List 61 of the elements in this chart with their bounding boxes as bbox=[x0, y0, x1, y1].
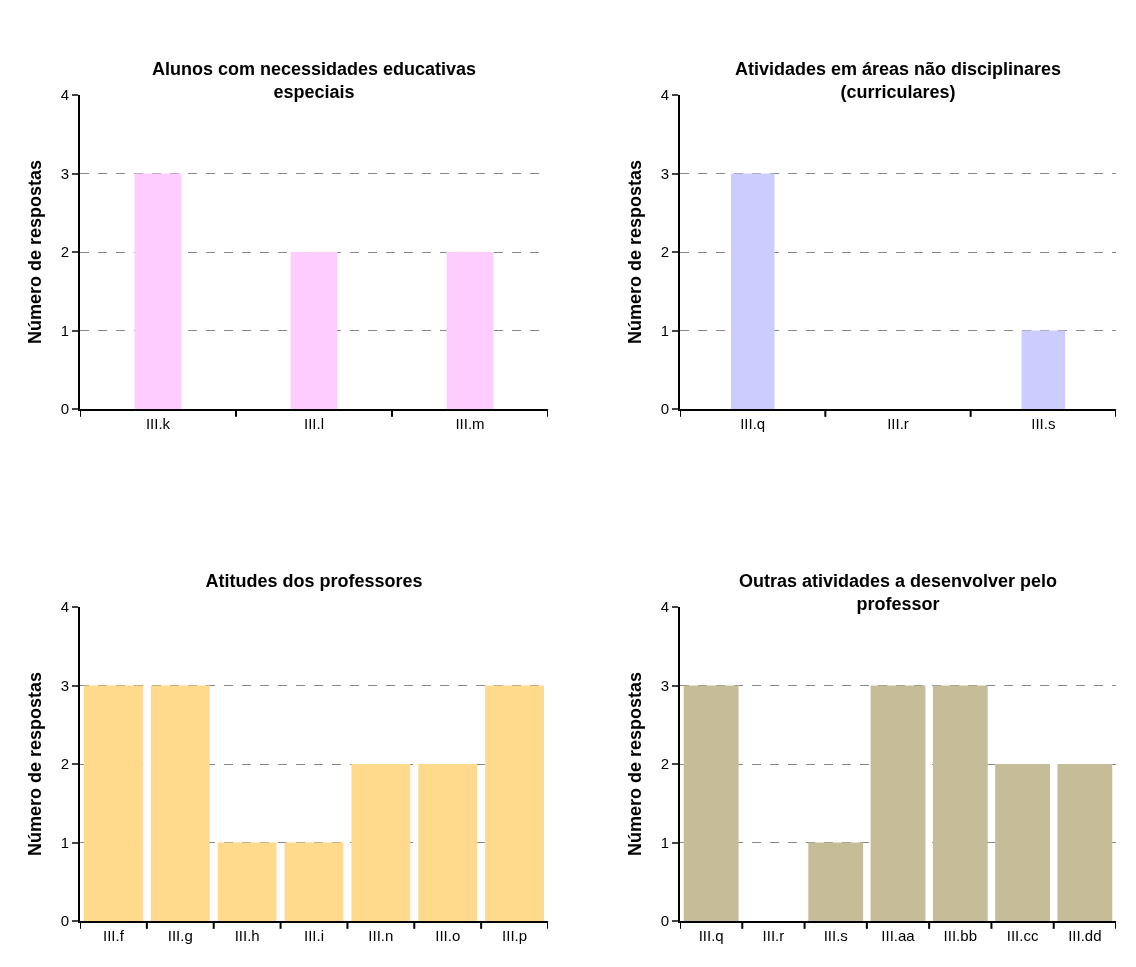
x-tick-label: III.m bbox=[455, 415, 485, 432]
x-tick-label: III.aa bbox=[881, 927, 916, 944]
bar bbox=[351, 764, 411, 921]
y-tick-label: 4 bbox=[60, 86, 69, 104]
x-tick-label: III.s bbox=[1031, 415, 1056, 432]
bar bbox=[418, 764, 478, 921]
x-tick-label: III.s bbox=[823, 927, 848, 944]
x-tick-label: III.q bbox=[698, 927, 724, 944]
bar bbox=[84, 685, 143, 921]
x-tick-label: III.g bbox=[167, 927, 193, 944]
y-tick-label: 0 bbox=[60, 912, 69, 930]
chart-title: Alunos com necessidades educativas especiais bbox=[151, 59, 477, 103]
bar bbox=[870, 685, 926, 921]
x-tick-label: III.r bbox=[762, 927, 785, 944]
bar bbox=[485, 685, 544, 921]
bar bbox=[150, 685, 210, 921]
bar bbox=[217, 842, 277, 921]
bar bbox=[932, 685, 988, 921]
x-tick-label: III.f bbox=[103, 927, 125, 944]
x-tick-label: III.bb bbox=[943, 927, 977, 944]
bar bbox=[1057, 764, 1113, 921]
bar bbox=[284, 842, 344, 921]
y-tick-label: 1 bbox=[660, 833, 669, 851]
x-tick-label: III.dd bbox=[1068, 927, 1102, 944]
y-tick-label: 2 bbox=[60, 755, 69, 773]
y-tick-label: 3 bbox=[660, 676, 669, 694]
y-axis-title: Número de respostas bbox=[625, 159, 646, 345]
y-tick-label: 4 bbox=[660, 86, 669, 104]
chart-title: Atividades em áreas não disciplinares (curriculares) bbox=[734, 59, 1062, 103]
y-tick-label: 1 bbox=[60, 833, 69, 851]
y-tick-label: 2 bbox=[60, 243, 69, 261]
y-tick-label: 0 bbox=[660, 912, 669, 930]
y-axis-title: Número de respostas bbox=[625, 671, 646, 857]
y-tick-label: 2 bbox=[660, 243, 669, 261]
y-tick-label: 0 bbox=[660, 400, 669, 418]
bar bbox=[683, 685, 739, 921]
y-tick-label: 3 bbox=[60, 676, 69, 694]
chart-title: Atitudes dos professores bbox=[205, 571, 423, 591]
x-tick-label: III.n bbox=[368, 927, 394, 944]
y-tick-label: 1 bbox=[60, 321, 69, 339]
x-tick-label: III.i bbox=[303, 927, 325, 944]
y-axis-title: Número de respostas bbox=[25, 159, 46, 345]
y-tick-label: 0 bbox=[60, 400, 69, 418]
x-tick-label: III.o bbox=[435, 927, 461, 944]
y-tick-label: 3 bbox=[60, 164, 69, 182]
x-tick-label: III.l bbox=[303, 415, 325, 432]
y-axis-title: Número de respostas bbox=[25, 671, 46, 857]
x-tick-label: III.r bbox=[887, 415, 909, 432]
bar bbox=[808, 842, 864, 921]
x-tick-label: III.k bbox=[145, 415, 171, 432]
x-tick-label: III.cc bbox=[1006, 927, 1039, 944]
x-tick-label: III.q bbox=[740, 415, 766, 432]
y-tick-label: 4 bbox=[660, 598, 669, 616]
bar bbox=[995, 764, 1050, 921]
y-tick-label: 2 bbox=[660, 755, 669, 773]
y-tick-label: 4 bbox=[60, 598, 69, 616]
x-tick-label: III.p bbox=[502, 927, 528, 944]
x-tick-label: III.h bbox=[234, 927, 260, 944]
y-tick-label: 3 bbox=[660, 164, 669, 182]
y-tick-label: 1 bbox=[660, 321, 669, 339]
chart-title: Outras atividades a desenvolver pelo professor bbox=[738, 571, 1058, 615]
